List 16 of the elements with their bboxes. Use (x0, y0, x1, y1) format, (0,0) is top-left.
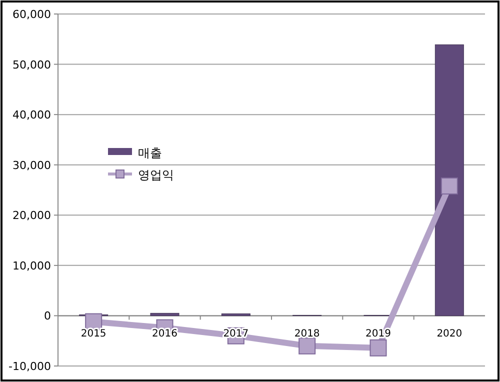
y-tick-label: -10,000 (8, 360, 51, 373)
y-tick-label: 0 (44, 310, 51, 323)
y-tick-label: 40,000 (12, 108, 51, 122)
x-tick-label: 2018 (294, 328, 320, 340)
x-tick-label: 2020 (436, 328, 462, 340)
legend-label: 영업익 (138, 168, 174, 182)
y-tick-label: 60,000 (12, 8, 51, 21)
x-tick-label: 2015 (80, 328, 106, 340)
x-tick-label: 2017 (223, 328, 249, 340)
y-tick-label: 50,000 (12, 58, 51, 72)
legend-label: 매출 (138, 146, 162, 160)
x-tick-label: 2016 (152, 328, 178, 340)
y-tick-label: 20,000 (12, 209, 51, 222)
y-tick-label: 30,000 (12, 158, 51, 172)
x-tick-label: 2019 (366, 328, 391, 340)
y-tick-label: 10,000 (12, 259, 51, 272)
